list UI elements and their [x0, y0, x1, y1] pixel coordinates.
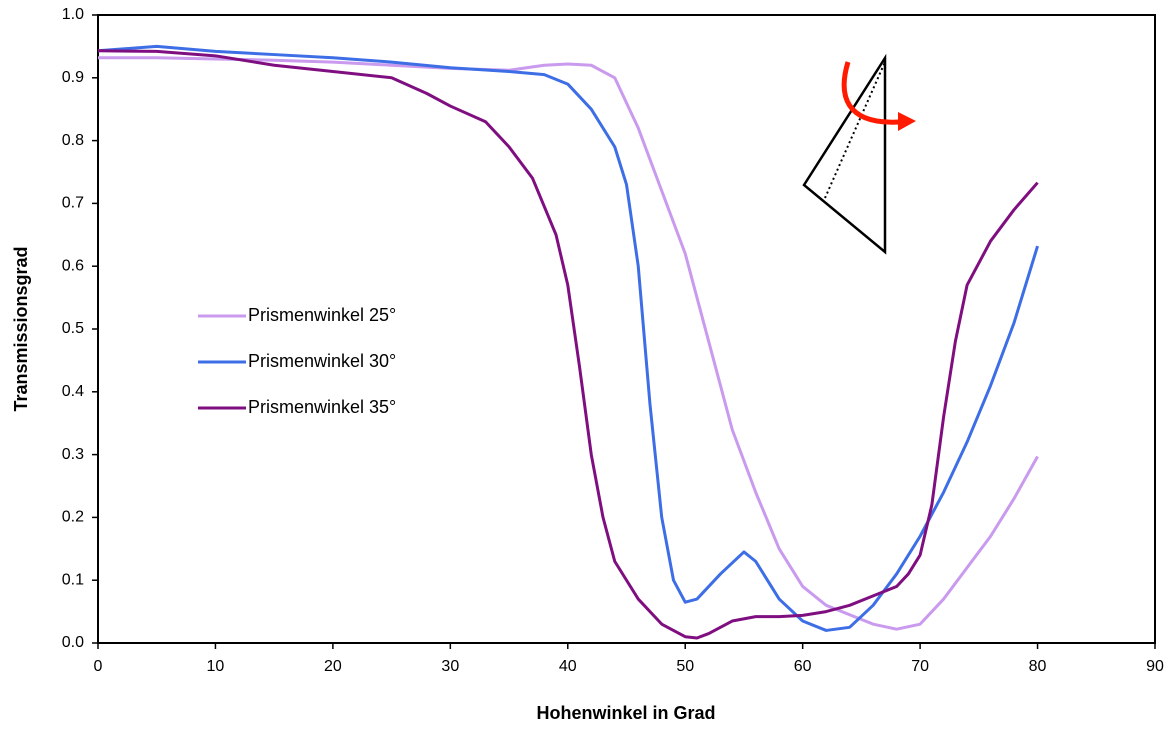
y-tick-label: 0.6 [62, 257, 84, 274]
y-tick-label: 0.9 [62, 69, 84, 86]
y-axis-label: Transmissionsgrad [11, 246, 31, 411]
y-tick-label: 0.7 [62, 195, 84, 212]
legend-label: Prismenwinkel 30° [248, 351, 396, 371]
y-tick-label: 0.5 [62, 320, 84, 337]
x-tick-label: 60 [794, 658, 812, 675]
rotation-arrow [841, 61, 901, 125]
x-tick-label: 40 [559, 658, 577, 675]
prism [802, 53, 887, 255]
x-tick-label: 50 [676, 658, 694, 675]
legend-label: Prismenwinkel 35° [248, 397, 396, 417]
y-tick-label: 1.0 [62, 6, 84, 23]
x-tick-label: 70 [911, 658, 929, 675]
x-axis-label: Hohenwinkel in Grad [536, 703, 715, 723]
y-tick-label: 0.0 [62, 634, 84, 651]
x-tick-label: 0 [94, 658, 103, 675]
series-line [98, 56, 1039, 631]
legend-label: Prismenwinkel 25° [248, 305, 396, 325]
series-line [97, 44, 1039, 632]
plot-frame [97, 14, 1156, 644]
x-tick-label: 90 [1146, 658, 1164, 675]
y-tick-label: 0.4 [62, 383, 84, 400]
series-line [97, 49, 1039, 640]
x-tick-label: 80 [1029, 658, 1047, 675]
x-tick-label: 20 [324, 658, 342, 675]
prism-axis [824, 61, 886, 199]
y-tick-label: 0.3 [62, 446, 84, 463]
prism-diagram [802, 53, 916, 255]
y-tick-label: 0.2 [62, 509, 84, 526]
arrow-head [898, 112, 916, 131]
y-tick-label: 0.1 [62, 571, 84, 588]
x-tick-label: 10 [207, 658, 225, 675]
x-tick-label: 30 [441, 658, 459, 675]
y-tick-label: 0.8 [62, 132, 84, 149]
